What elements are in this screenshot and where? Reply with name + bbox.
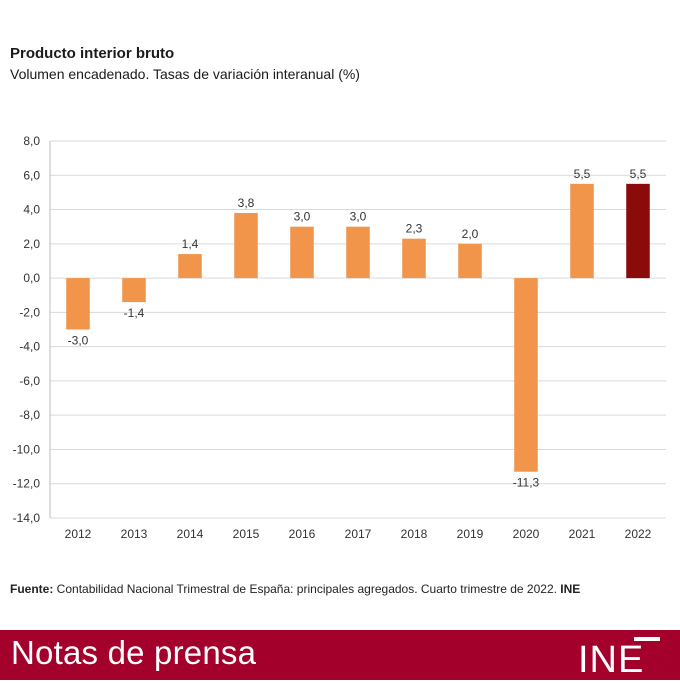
data-label: -1,4: [124, 306, 145, 320]
x-tick-label: 2020: [513, 527, 540, 541]
source-org: INE: [560, 582, 581, 596]
bar: [290, 226, 314, 279]
y-tick-label: -10,0: [13, 442, 41, 456]
chart-subtitle: Volumen encadenado. Tasas de variación i…: [10, 66, 360, 82]
y-tick-label: -4,0: [19, 340, 40, 354]
source-note: Fuente: Contabilidad Nacional Trimestral…: [10, 582, 580, 596]
bar: [122, 278, 146, 303]
y-tick-label: -14,0: [13, 511, 41, 525]
ine-logo[interactable]: INE: [576, 632, 666, 681]
y-tick-label: 0,0: [23, 271, 40, 285]
x-tick-label: 2014: [177, 527, 204, 541]
bar: [626, 183, 650, 279]
x-tick-label: 2017: [345, 527, 372, 541]
bar: [66, 278, 90, 330]
y-tick-label: 8,0: [23, 134, 40, 148]
banner-title: Notas de prensa: [11, 634, 257, 671]
bar: [570, 183, 594, 279]
data-label: 3,8: [238, 196, 255, 210]
x-tick-label: 2013: [121, 527, 148, 541]
y-tick-label: -6,0: [19, 374, 40, 388]
source-label: Fuente:: [10, 582, 54, 596]
data-label: 3,0: [294, 210, 311, 224]
data-label: -3,0: [68, 334, 89, 348]
x-tick-label: 2012: [65, 527, 92, 541]
y-tick-label: 6,0: [23, 168, 40, 182]
data-label: -11,3: [513, 476, 540, 490]
data-label: 2,3: [406, 222, 423, 236]
bar: [514, 278, 538, 472]
data-label: 3,0: [350, 210, 367, 224]
bar: [346, 226, 370, 279]
x-tick-label: 2018: [401, 527, 428, 541]
data-label: 5,5: [574, 167, 591, 181]
bar: [178, 254, 202, 279]
y-tick-label: -2,0: [19, 305, 40, 319]
data-label: 1,4: [182, 237, 199, 251]
source-text: Contabilidad Nacional Trimestral de Espa…: [53, 582, 561, 596]
bar: [402, 238, 426, 279]
x-tick-label: 2016: [289, 527, 316, 541]
bar-chart: 8,0 6,0 4,0 2,0 0,0 -2,0 -4,0 -6,0 -8,0 -10,0 -12,…: [13, 134, 666, 541]
x-tick-label: 2019: [457, 527, 484, 541]
x-tick-label: 2021: [569, 527, 596, 541]
y-tick-label: 4,0: [23, 203, 40, 217]
y-tick-label: -8,0: [19, 408, 40, 422]
data-label: 5,5: [630, 167, 647, 181]
y-tick-label: -12,0: [13, 477, 41, 491]
svg-text:INE: INE: [578, 639, 644, 678]
data-label: 2,0: [462, 227, 479, 241]
bar: [458, 243, 482, 279]
press-banner: Notas de prensa INE: [0, 630, 680, 681]
x-tick-label: 2015: [233, 527, 260, 541]
bar: [234, 212, 258, 279]
y-tick-label: 2,0: [23, 237, 40, 251]
x-tick-label: 2022: [625, 527, 652, 541]
chart-title: Producto interior bruto: [10, 45, 175, 62]
